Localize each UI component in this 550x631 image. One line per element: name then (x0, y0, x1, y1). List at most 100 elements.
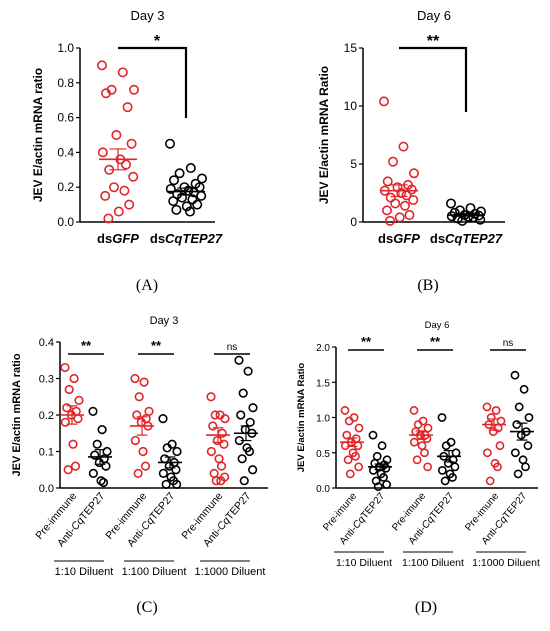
data-point (103, 213, 114, 224)
data-point (420, 448, 429, 458)
significance-label: * (154, 33, 161, 50)
panel-letter: (D) (415, 599, 437, 616)
data-point (518, 455, 528, 465)
data-point (423, 462, 433, 472)
data-point (113, 206, 124, 217)
data-point (513, 469, 523, 479)
data-point (485, 476, 495, 486)
data-point (243, 366, 253, 376)
data-point (109, 182, 120, 193)
data-point (196, 190, 207, 201)
y-tick-label: 0.4 (39, 337, 54, 349)
data-point (381, 205, 392, 216)
data-point (445, 198, 456, 209)
y-axis-label: JEV E/actin mRNA ratio (31, 68, 45, 202)
data-point (495, 441, 505, 451)
data-point (371, 476, 381, 486)
data-point (69, 373, 79, 384)
y-tick-label: 1.0 (57, 41, 74, 55)
data-point (523, 441, 533, 451)
y-tick-label: 2.0 (316, 343, 330, 354)
panel-letter: (A) (136, 277, 158, 294)
y-tick-label: 0.0 (39, 483, 54, 495)
data-point (169, 175, 180, 186)
chart-panel-3: Day 6 0.0 0.5 1.0 1.5 2.0 JEV E/actin mRNA Rat… (296, 320, 540, 616)
data-point (248, 465, 258, 475)
x-category-label: dsCqTEP27 (150, 231, 223, 246)
data-point (128, 171, 139, 182)
significance-label: ** (430, 334, 441, 349)
panel-letter: (B) (417, 277, 438, 294)
x-category-label: dsGFP (378, 231, 420, 246)
data-point (245, 417, 255, 427)
y-tick-label: 0.4 (57, 145, 74, 159)
data-point (238, 388, 248, 398)
data-point (73, 414, 83, 424)
data-point (465, 203, 476, 214)
data-point (63, 465, 73, 475)
data-point (208, 421, 218, 431)
data-point (354, 462, 364, 472)
data-point (161, 479, 171, 489)
y-tick-label: 15 (344, 41, 358, 55)
data-point (144, 406, 154, 416)
data-point (62, 403, 72, 413)
data-point (96, 476, 106, 486)
data-point (165, 183, 176, 194)
data-point (239, 476, 249, 486)
data-point (140, 461, 151, 471)
data-point (423, 423, 433, 433)
significance-bracket (399, 46, 468, 112)
data-point (519, 384, 529, 394)
data-point (211, 476, 221, 486)
significance-label: ** (151, 338, 162, 353)
data-point (139, 377, 149, 387)
data-point (345, 469, 355, 479)
data-point (417, 441, 427, 451)
data-point (237, 454, 247, 464)
data-point (126, 138, 137, 149)
data-point (68, 439, 78, 449)
data-point (117, 67, 128, 78)
chart-title: Day 6 (417, 8, 451, 23)
data-point (60, 362, 70, 373)
data-point (160, 454, 170, 464)
data-point (236, 410, 246, 420)
data-point (130, 373, 140, 384)
chart-title: Day 3 (131, 8, 165, 23)
y-tick-label: 0.5 (316, 449, 330, 460)
data-point (353, 441, 363, 451)
data-point (382, 176, 393, 187)
data-point (214, 454, 224, 464)
data-point (132, 410, 142, 420)
data-point (394, 212, 405, 223)
data-point (412, 455, 422, 465)
data-point (396, 188, 407, 199)
data-point (441, 441, 451, 451)
data-point (121, 159, 132, 170)
data-point (70, 461, 81, 471)
data-point (340, 441, 350, 451)
data-point (172, 446, 182, 457)
data-point (74, 395, 84, 406)
y-tick-label: 0.3 (39, 374, 54, 386)
chart-title: Day 3 (150, 315, 179, 327)
chart-panel-0: Day 3 0.0 0.2 0.4 0.6 0.8 1.0 JEV E/actin mRNA … (31, 8, 223, 294)
data-point (399, 200, 410, 211)
data-point (443, 458, 453, 468)
data-point (172, 479, 182, 489)
y-axis-label: JEV E/actin mRNA Ratio (317, 66, 331, 204)
significance-label: ** (361, 334, 372, 349)
data-point (134, 392, 144, 402)
x-category-label: dsCqTEP27 (430, 231, 503, 246)
data-point (165, 138, 176, 149)
data-point (216, 476, 226, 486)
x-category-label: dsGFP (97, 231, 139, 246)
significance-label: ns (227, 342, 238, 353)
y-tick-label: 0.8 (57, 76, 74, 90)
data-point (382, 480, 392, 489)
data-point (493, 462, 502, 472)
data-point (64, 384, 74, 395)
data-point (488, 427, 498, 436)
